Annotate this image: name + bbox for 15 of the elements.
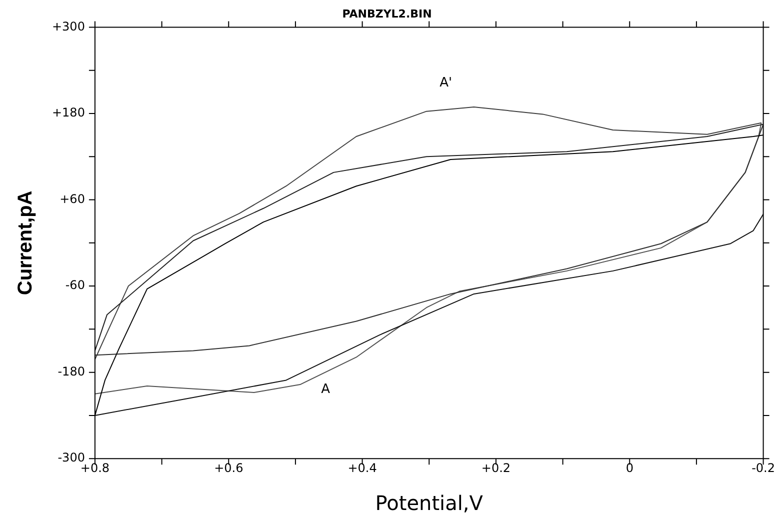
annotation: A bbox=[321, 382, 330, 397]
annotation: A' bbox=[440, 76, 452, 91]
y-tick-label: +60 bbox=[60, 192, 85, 206]
y-tick-label: -180 bbox=[58, 364, 85, 378]
y-tick-label: +180 bbox=[52, 106, 85, 120]
x-axis-title: Potential,V bbox=[375, 491, 484, 516]
y-axis-title: Current,pA bbox=[14, 190, 37, 296]
y-tick-label: -60 bbox=[65, 278, 85, 292]
x-tick-label: 0 bbox=[626, 460, 634, 475]
x-tick-label: -0.2 bbox=[752, 460, 776, 475]
x-tick-label: +0.6 bbox=[214, 460, 244, 475]
x-tick-label: +0.2 bbox=[481, 460, 511, 475]
chart-title: PANBZYL2.BIN bbox=[342, 7, 432, 20]
x-tick-label: +0.4 bbox=[348, 460, 377, 475]
y-tick-label: +300 bbox=[52, 19, 85, 34]
